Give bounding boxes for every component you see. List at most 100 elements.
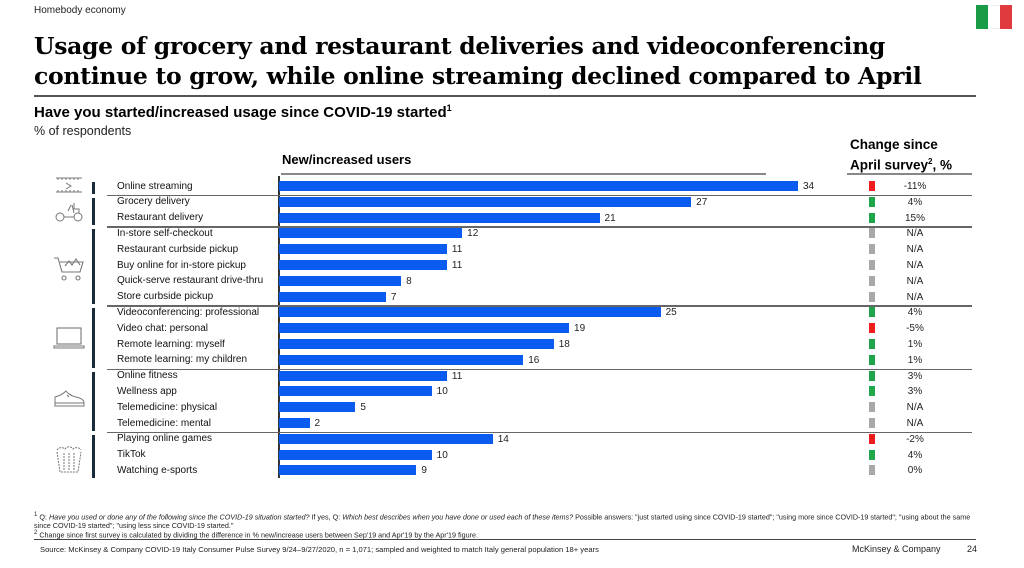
change-value-label: N/A [906,418,924,429]
change-value-label: 15% [904,212,925,224]
bar [279,323,570,334]
category-label: Video chat: personal [117,322,208,334]
group-divider [107,368,972,371]
bar [279,181,798,191]
bar [279,212,600,223]
bar-value-label: 10 [436,386,448,398]
group-bracket [92,308,95,368]
category-label: TikTok [117,449,146,461]
bar-value-label: 9 [421,465,427,477]
bar-value-label: 8 [406,275,412,287]
bar-value-label: 25 [665,307,677,319]
source-note: Source: McKinsey & Company COVID-19 Ital… [40,545,599,554]
footnote-1: 1 Q: Have you used or done any of the fo… [34,511,984,530]
bar [279,244,447,255]
change-indicator-neutral [869,228,875,239]
bar-value-label: 10 [436,449,448,461]
category-label: Remote learning: my children [117,354,248,366]
change-indicator-decrease [869,181,875,191]
bar-value-label: 19 [574,323,586,335]
bars-header-divider [281,173,766,175]
change-value-label: 1% [907,339,923,350]
category-label: Quick-serve restaurant drive-thru [117,275,264,287]
change-value-label: 4% [907,196,923,208]
change-value-label: 3% [907,370,923,382]
category-label: Store curbside pickup [117,291,214,303]
bar [279,449,432,460]
flag-red-stripe [1000,5,1012,29]
delivery-scooter-icon [52,199,86,229]
bar-value-label: 18 [558,339,570,350]
page-number: 24 [967,544,978,554]
change-value-label: N/A [906,228,924,240]
laptop-icon [52,325,86,355]
group-bracket [92,197,95,226]
footnote-1-mark: 1 [34,512,38,518]
category-label: Buy online for in-store pickup [117,259,246,271]
change-value-label: N/A [906,291,924,303]
change-value-label: N/A [906,260,924,271]
footnote-1-q1-italic: Have you used or done any of the followi… [48,512,310,522]
bar [279,260,447,270]
bar [279,418,310,428]
bar-value-label: 14 [497,433,509,445]
change-value-label: -5% [906,323,924,335]
category-label: Wellness app [117,385,177,397]
change-value-label: N/A [906,244,924,256]
category-label: Telemedicine: physical [117,401,218,413]
change-indicator-neutral [869,275,875,286]
group-bracket [92,229,95,305]
bar-value-label: 11 [451,370,463,382]
bar-value-label: 12 [467,228,479,240]
category-label: Restaurant curbside pickup [117,243,239,255]
footnote-1-q2-italic: Which best describes when you have done … [342,512,574,522]
change-header-suffix: , % [932,157,953,173]
bar-value-label: 5 [360,402,366,414]
change-indicator-increase [869,196,875,207]
bar-value-label: 11 [451,260,463,271]
bar [279,465,417,476]
change-value-label: 1% [907,354,923,366]
footnote-1-rest: Possible answers: "just started using si… [34,512,971,531]
bar-value-label: 7 [390,291,397,303]
change-indicator-neutral [869,291,875,302]
bar [279,370,447,381]
change-value-label: 3% [907,386,923,398]
change-value-label: N/A [906,402,924,414]
group-bracket [92,182,95,194]
change-indicator-increase [869,339,875,349]
category-label: Online fitness [117,370,178,382]
change-header-divider [847,173,972,175]
change-header-line1: Change since [850,137,938,152]
chart-subtitle-text: Have you started/increased usage since C… [34,104,447,121]
bar-value-label: 11 [451,244,463,256]
group-divider [107,226,972,228]
bar [279,228,463,239]
group-bracket [92,371,95,431]
category-label: Online streaming [117,180,193,192]
chart-unit: % of respondents [34,124,132,138]
category-label: In-store self-checkout [117,227,213,239]
bar [279,402,356,413]
tv-streaming-icon [52,175,86,205]
change-column-header: Change since April survey2, % [850,136,952,174]
flag-white-stripe [988,5,1000,29]
change-value-label: N/A [906,275,924,287]
bar [279,433,493,444]
change-indicator-increase [869,354,875,365]
bar [279,196,692,207]
category-label: Videoconferencing: professional [117,306,260,318]
change-value-label: 4% [907,449,923,461]
chart-subtitle: Have you started/increased usage since C… [34,103,452,121]
italy-flag-icon [976,5,1012,29]
group-divider [107,431,972,434]
change-indicator-neutral [869,402,875,413]
change-indicator-increase [869,370,875,381]
bar [279,291,386,302]
category-label: Telemedicine: mental [117,417,211,429]
footnote-2: 2 Change since first survey is calculate… [34,529,478,539]
change-header-line2-text: April survey [850,157,929,173]
category-label: Restaurant delivery [117,212,204,224]
footer-divider [34,539,976,541]
bar [279,339,554,349]
